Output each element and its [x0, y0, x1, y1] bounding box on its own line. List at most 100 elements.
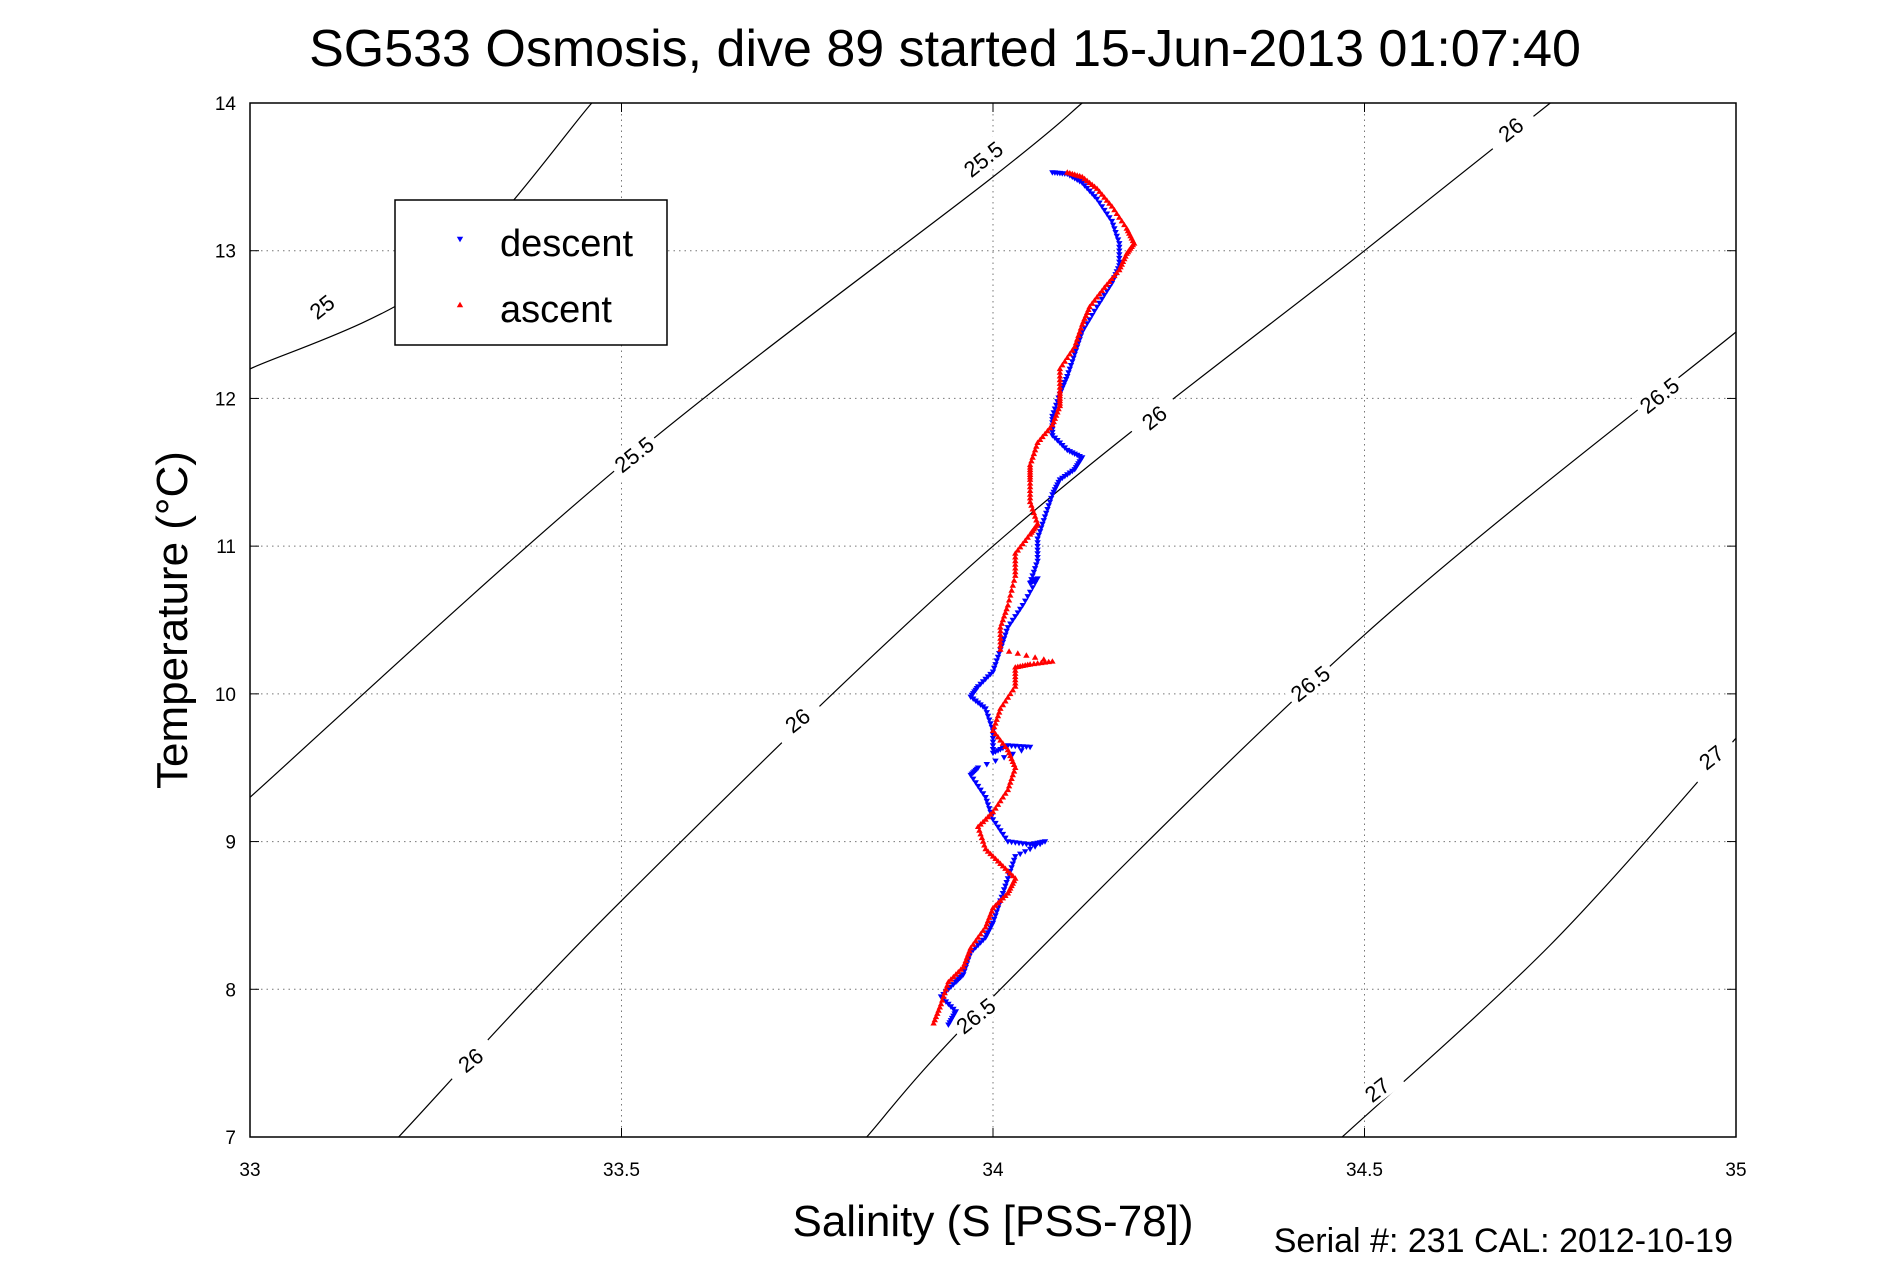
ascent-point [989, 727, 997, 733]
ascent-point [1007, 752, 1014, 759]
ascent-point [1101, 284, 1108, 290]
descent-point [983, 798, 990, 805]
ascent-point [944, 982, 951, 988]
ascent-point [1009, 687, 1016, 693]
descent-point [991, 665, 998, 672]
ascent-point [1091, 297, 1098, 303]
ascent-point [1096, 188, 1103, 194]
descent-point [1022, 598, 1029, 604]
ascent-point [1116, 214, 1123, 220]
y-tick-label: 8 [225, 980, 236, 1001]
ascent-point [1079, 321, 1086, 327]
contour-label-bg [1126, 391, 1182, 443]
ascent-point [1012, 550, 1019, 556]
ascent-point [1050, 418, 1057, 425]
descent-point [989, 743, 997, 749]
x-tick-label: 34.5 [1346, 1160, 1383, 1181]
ascent-point [1113, 269, 1120, 276]
descent-point [1096, 300, 1103, 307]
ascent-point [1012, 557, 1019, 564]
ascent-point [1029, 454, 1036, 460]
descent-point [1007, 621, 1014, 627]
descent-point [1003, 880, 1010, 886]
descent-point [1091, 308, 1098, 315]
descent-point [1030, 569, 1038, 576]
ascent-point [1031, 654, 1039, 660]
descent-point [977, 787, 984, 794]
ascent-point [966, 947, 973, 954]
ascent-point [1007, 592, 1014, 598]
descent-point [1066, 366, 1073, 373]
descent-point [1034, 576, 1041, 582]
descent-point [1035, 532, 1042, 539]
descent-point [1114, 237, 1122, 243]
descent-point [1018, 748, 1025, 754]
ascent-point [1007, 779, 1014, 785]
descent-point [1076, 179, 1083, 185]
descent-point [1012, 854, 1019, 860]
ascent-point [1002, 790, 1009, 796]
ascent-point [1023, 652, 1030, 658]
y-tick-labels: 7 8 9 10 11 12 13 14 [215, 94, 237, 1149]
descent-point [1034, 555, 1041, 561]
descent-point [986, 806, 993, 812]
descent-point [1026, 744, 1034, 751]
descent-point [1103, 288, 1111, 295]
y-tick-label: 7 [225, 1128, 236, 1149]
contour-label-bg [606, 428, 662, 480]
ascent-point [1088, 300, 1096, 306]
ascent-point [983, 920, 990, 927]
descent-point [1116, 244, 1123, 251]
ascent-point [1118, 218, 1125, 224]
ascent-point [965, 951, 972, 957]
density-contour-26.5 [866, 331, 1737, 1138]
ascent-point [1022, 537, 1029, 543]
descent-point [1003, 628, 1010, 635]
descent-point [993, 658, 1000, 664]
x-tick-label: 35 [1725, 1160, 1746, 1181]
ascent-point [1121, 221, 1128, 228]
x-tick-label: 33 [239, 1160, 260, 1181]
descent-point [1031, 580, 1039, 587]
descent-point [1002, 835, 1009, 842]
ascent-point [976, 827, 983, 833]
y-tick-label: 10 [215, 685, 236, 706]
ascent-point [1005, 783, 1013, 789]
ascent-point [1074, 336, 1081, 342]
ascent-point [1075, 332, 1082, 338]
descent-point [1038, 525, 1045, 531]
ascent-point [982, 845, 989, 852]
descent-point [1004, 625, 1012, 631]
ascent-point [1069, 347, 1076, 353]
descent-point [1039, 521, 1046, 528]
descent-point [1034, 558, 1041, 565]
ascent-point [1003, 605, 1010, 612]
y-tick-label: 14 [215, 94, 237, 115]
grid-lines [250, 103, 1736, 1137]
ascent-point [940, 993, 947, 999]
descent-point [1093, 304, 1101, 310]
descent-point [989, 735, 997, 742]
ascent-point [997, 639, 1004, 645]
descent-point [979, 791, 987, 797]
ascent-point [1031, 446, 1039, 453]
ascent-point [939, 997, 946, 1003]
ascent-point [997, 627, 1004, 634]
ascent-point [1083, 309, 1091, 315]
descent-point [1049, 492, 1056, 498]
ascent-point [932, 1013, 940, 1020]
descent-point [945, 1022, 952, 1028]
ascent-point [1026, 461, 1034, 468]
descent-point [1008, 865, 1015, 871]
ascent-point [992, 720, 999, 726]
descent-point [1034, 547, 1041, 553]
ascent-point [1024, 534, 1031, 540]
ascent-point [1005, 648, 1013, 654]
ascent-point [1082, 312, 1090, 318]
descent-point [1009, 751, 1016, 758]
legend-label-descent: descent [500, 223, 634, 265]
ascent-point [1012, 764, 1019, 770]
descent-point [993, 909, 1000, 915]
descent-point [996, 651, 1003, 657]
